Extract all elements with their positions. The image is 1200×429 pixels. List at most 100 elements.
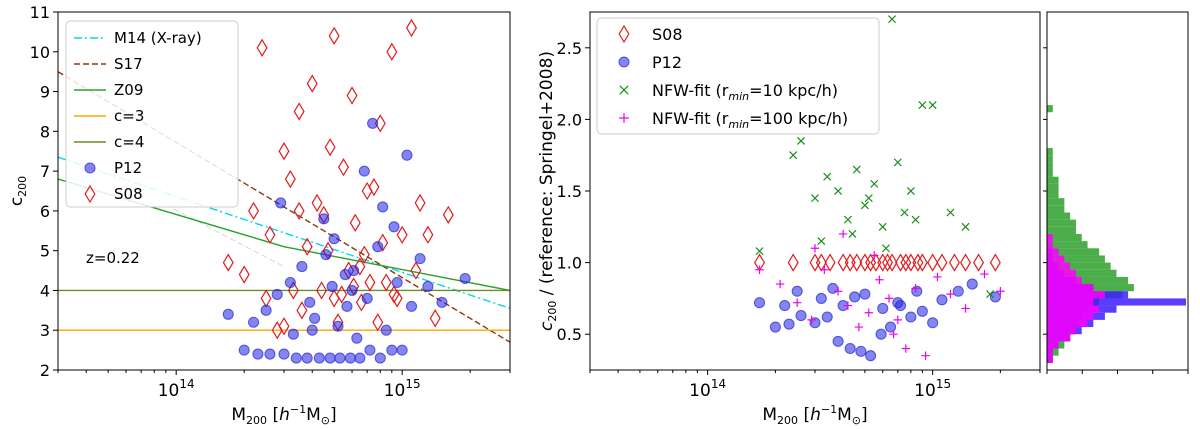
point-p12 (905, 311, 917, 323)
point-s08 (293, 102, 305, 121)
point-p12 (783, 318, 795, 330)
hist-bar-nfw-fit-rmin-10-kpc-h- (1047, 191, 1059, 199)
hist-bar-nfw-fit-rmin-10-kpc-h- (1047, 262, 1111, 270)
point-s08 (824, 253, 836, 272)
point-p12 (372, 241, 384, 253)
legend-label: S17 (114, 55, 143, 73)
legend-marker (619, 113, 629, 123)
hist-bar-nfw-fit-rmin-10-kpc-h- (1047, 212, 1071, 220)
x-tick-label: 1015 (914, 377, 951, 401)
y-tick-label: 11 (30, 3, 50, 22)
point-s08 (306, 74, 318, 93)
point-p12 (364, 344, 376, 356)
point-p12 (296, 261, 308, 273)
point-p12 (341, 300, 353, 312)
point-s08 (264, 225, 276, 244)
point-s08 (278, 142, 290, 161)
point-p12 (374, 352, 386, 364)
point-nfw-fit-rmin-100-kpc-h- (807, 315, 816, 325)
legend-label: S08 (114, 185, 143, 203)
point-nfw-fit-rmin-100-kpc-h- (911, 284, 920, 293)
y-tick-label: 4 (40, 281, 50, 300)
hist-bar-nfw-fit-rmin-10-kpc-h- (1047, 269, 1117, 277)
hist-bar-nfw-fit-rmin-10-kpc-h- (1047, 255, 1105, 263)
point-p12 (344, 352, 356, 364)
point-p12 (313, 352, 325, 364)
point-p12 (284, 276, 296, 289)
hist-bar-nfw-fit-rmin-10-kpc-h- (1047, 348, 1059, 356)
legend-label: M14 (X-ray) (114, 29, 202, 47)
point-s08 (410, 261, 422, 280)
point-nfw-fit-rmin-10-kpc-h- (878, 222, 887, 231)
x-tick-label: 1015 (384, 377, 421, 401)
point-p12 (222, 308, 234, 320)
point-nfw-fit-rmin-100-kpc-h- (755, 265, 764, 274)
legend-label: P12 (652, 53, 682, 72)
point-nfw-fit-rmin-100-kpc-h- (921, 351, 930, 360)
point-p12 (827, 282, 839, 294)
point-nfw-fit-rmin-10-kpc-h- (823, 172, 832, 181)
point-p12 (287, 328, 299, 340)
point-nfw-fit-rmin-10-kpc-h- (860, 201, 869, 210)
redshift-annotation: z=0.22 (86, 249, 140, 267)
point-p12 (264, 348, 276, 360)
point-p12 (859, 288, 871, 300)
point-nfw-fit-rmin-10-kpc-h- (834, 186, 843, 196)
point-s08 (296, 301, 308, 320)
point-p12 (815, 292, 827, 304)
point-nfw-fit-rmin-100-kpc-h- (946, 289, 955, 299)
point-s08 (973, 253, 985, 272)
plot-contents (753, 15, 1005, 362)
legend-item-2: NFW-fit (rmin=10 kpc/h) (619, 81, 838, 103)
point-p12 (952, 285, 964, 297)
hist-bar-nfw-fit-rmin-100-kpc-h- (1047, 291, 1105, 299)
point-p12 (795, 310, 807, 322)
y-tick-label: 9 (40, 83, 50, 102)
point-p12 (769, 321, 781, 333)
hist-bar-nfw-fit-rmin-10-kpc-h- (1047, 241, 1088, 249)
legend-item-p12: P12 (84, 159, 142, 177)
point-p12 (304, 296, 316, 308)
point-p12 (414, 253, 426, 265)
point-p12 (351, 332, 363, 344)
legend-label: S08 (652, 25, 683, 44)
y-tick-label: 5 (40, 242, 50, 261)
point-nfw-fit-rmin-10-kpc-h- (796, 136, 806, 145)
x-tick-label: 1014 (158, 377, 195, 401)
point-p12 (396, 344, 408, 356)
point-nfw-fit-rmin-10-kpc-h- (843, 215, 852, 224)
legend-label: Z09 (114, 81, 143, 99)
point-p12 (821, 311, 833, 323)
y-tick-label: 6 (40, 202, 50, 221)
point-nfw-fit-rmin-100-kpc-h- (810, 244, 820, 253)
hist-bar-nfw-fit-rmin-10-kpc-h- (1047, 205, 1065, 213)
legend-item-m14-x-ray-: M14 (X-ray) (74, 29, 202, 47)
point-p12 (252, 348, 264, 360)
point-p12 (936, 294, 948, 306)
legend-item-1: P12 (618, 53, 682, 72)
hist-bar-nfw-fit-rmin-10-kpc-h- (1047, 233, 1082, 242)
hist-bar-nfw-fit-rmin-100-kpc-h- (1047, 233, 1053, 242)
point-p12 (779, 300, 791, 312)
hist-bar-nfw-fit-rmin-10-kpc-h- (1047, 169, 1053, 177)
legend: M14 (X-ray) S17 Z09 c=3 c=4 P12 S08 (65, 20, 239, 208)
legend-marker (618, 24, 630, 44)
point-p12 (309, 312, 321, 324)
hist-bar-p12 (1047, 298, 1186, 306)
point-nfw-fit-rmin-10-kpc-h- (918, 101, 927, 110)
point-s08 (948, 253, 960, 272)
hist-bar-nfw-fit-rmin-100-kpc-h- (1047, 248, 1059, 256)
y-tick-label: 2 (40, 361, 50, 380)
point-nfw-fit-rmin-10-kpc-h- (852, 165, 861, 174)
hist-bar-nfw-fit-rmin-10-kpc-h- (1047, 183, 1059, 191)
point-p12 (306, 324, 318, 336)
hist-bar-nfw-fit-rmin-100-kpc-h- (1047, 348, 1053, 356)
point-s08 (414, 193, 426, 213)
hist-bar-nfw-fit-rmin-100-kpc-h- (1047, 319, 1088, 328)
point-p12 (332, 320, 344, 332)
point-s08 (391, 289, 403, 308)
point-s08 (877, 253, 889, 272)
point-s08 (406, 18, 418, 38)
point-nfw-fit-rmin-100-kpc-h- (961, 304, 970, 313)
point-nfw-fit-rmin-100-kpc-h- (854, 322, 864, 332)
